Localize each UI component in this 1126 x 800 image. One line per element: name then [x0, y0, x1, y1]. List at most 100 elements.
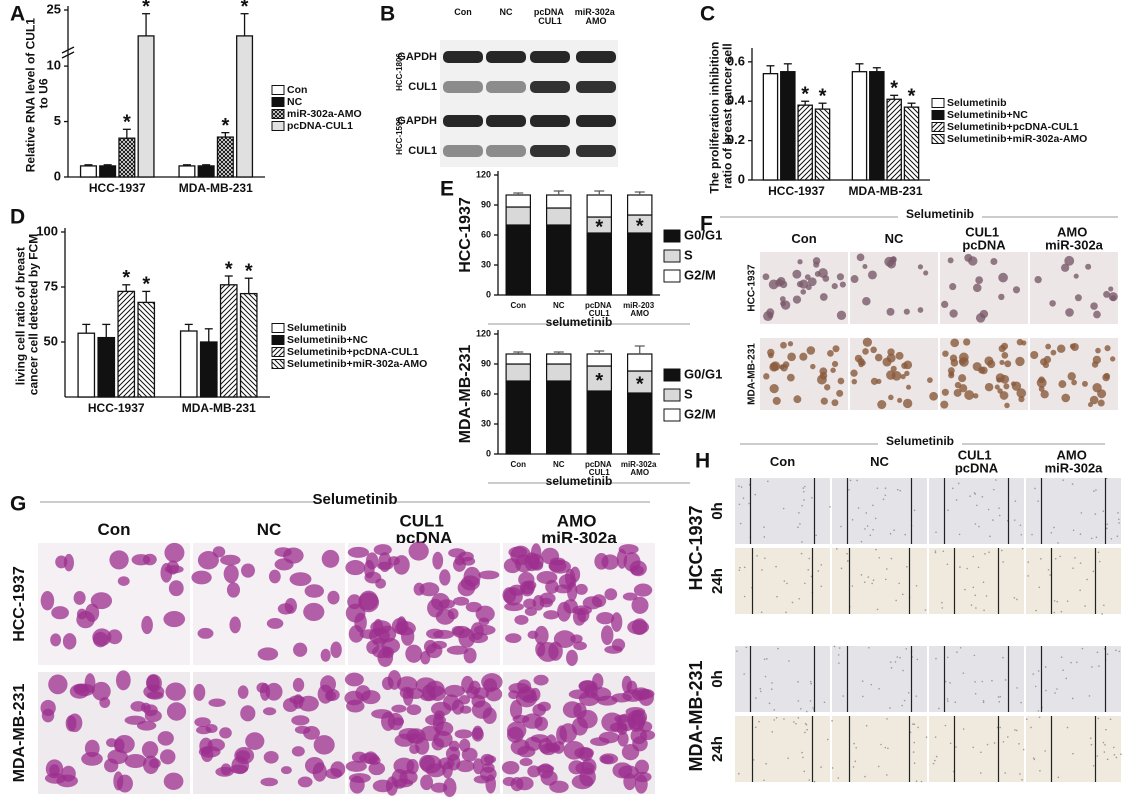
speck [1045, 689, 1047, 692]
cell [1093, 310, 1101, 319]
speck [1098, 665, 1100, 667]
significance-mark: * [142, 274, 150, 296]
cell [320, 648, 331, 662]
speck [1054, 692, 1056, 694]
cell [621, 743, 640, 761]
cell [274, 558, 294, 571]
cell [763, 373, 770, 380]
speck [946, 656, 949, 659]
speck [1054, 557, 1057, 560]
speck [826, 738, 829, 741]
speck [1002, 561, 1004, 563]
micrograph [1026, 548, 1121, 614]
time-label: 24h [709, 568, 726, 594]
cell [313, 735, 335, 755]
speck [890, 667, 893, 669]
cell [463, 647, 477, 664]
cell [536, 571, 558, 584]
speck [969, 495, 971, 497]
speck [745, 646, 748, 649]
speck [984, 553, 986, 555]
speck [797, 681, 799, 683]
speck [886, 718, 888, 720]
speck [877, 765, 880, 768]
x-tick-label: NC [553, 301, 565, 310]
cell [506, 721, 527, 740]
cell [548, 559, 567, 572]
speck [934, 759, 936, 762]
cell [377, 647, 394, 668]
legend-label: Con [287, 84, 307, 96]
cell [434, 710, 445, 720]
legend-label: S [684, 247, 693, 262]
speck [846, 552, 848, 555]
speck [840, 567, 843, 570]
cell [478, 570, 500, 580]
speck [788, 660, 790, 662]
speck [1062, 669, 1064, 672]
speck [889, 532, 892, 535]
blot-column-label: NC [500, 7, 513, 17]
legend-swatch [271, 323, 285, 333]
speck [804, 485, 806, 488]
bar [137, 35, 155, 178]
cell [297, 776, 313, 788]
legend-label: G2/M [684, 267, 716, 282]
column-label: NC [870, 454, 889, 469]
speck [743, 595, 746, 598]
legend-swatch [271, 335, 285, 345]
x-axis-label: selumetinib [546, 474, 613, 488]
cell [458, 628, 476, 648]
cell [168, 580, 184, 597]
speck [838, 662, 840, 664]
bar [118, 137, 136, 178]
x-tick-label: NC [553, 460, 565, 469]
cell [1102, 373, 1110, 382]
row-label: HCC-1937 [11, 566, 28, 642]
speck [912, 751, 915, 753]
blot-band [530, 115, 570, 127]
cell [292, 677, 305, 692]
speck [995, 479, 997, 481]
cell [949, 309, 958, 318]
speck [1102, 741, 1105, 744]
speck [1060, 610, 1063, 613]
cell [535, 641, 546, 657]
cell [949, 283, 957, 291]
speck [833, 645, 836, 648]
cell [391, 704, 407, 713]
speck [743, 566, 746, 569]
cell [950, 359, 959, 367]
speck [889, 661, 892, 663]
speck [1037, 500, 1039, 502]
speck [773, 719, 776, 721]
cell [215, 766, 234, 777]
cell [984, 356, 994, 366]
speck [997, 696, 1000, 698]
speck [835, 548, 838, 550]
speck [1020, 701, 1022, 704]
significance-mark: * [142, 0, 150, 18]
speck [870, 683, 873, 686]
bar [197, 165, 215, 178]
cell [566, 649, 578, 667]
cell [291, 715, 310, 726]
cell [348, 625, 364, 643]
cell [265, 682, 283, 701]
bar-segment [626, 232, 653, 296]
speck [1105, 728, 1107, 731]
cell [358, 590, 379, 611]
cell [631, 709, 648, 726]
header-bg [313, 492, 397, 508]
speck [787, 757, 789, 759]
speck [1094, 513, 1097, 515]
speck [840, 525, 842, 528]
speck [766, 658, 768, 660]
speck [783, 580, 786, 582]
cell [294, 725, 311, 734]
cell [575, 583, 588, 595]
micrograph [735, 716, 830, 782]
cell [767, 312, 774, 319]
significance-mark: * [636, 215, 644, 237]
micrograph [929, 478, 1024, 544]
